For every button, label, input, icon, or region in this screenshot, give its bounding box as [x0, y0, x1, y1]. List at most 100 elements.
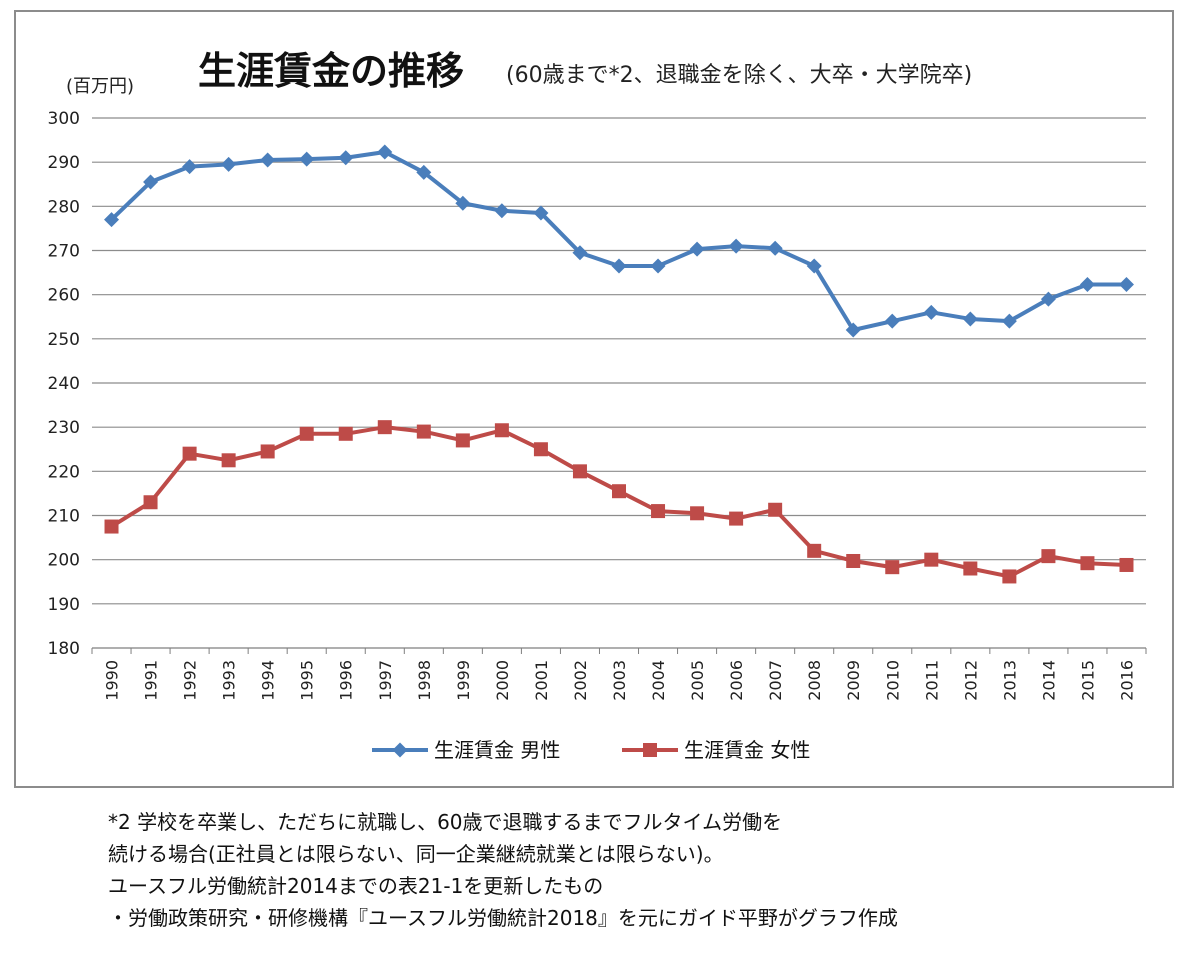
y-tick-label: 230 — [48, 418, 80, 438]
data-point — [1041, 549, 1056, 564]
data-point — [182, 159, 198, 175]
x-tick-label: 2006 — [727, 660, 746, 701]
data-point — [143, 495, 158, 510]
y-tick-label: 300 — [48, 109, 80, 129]
x-tick-label: 2015 — [1078, 660, 1097, 701]
y-tick-label: 210 — [48, 507, 80, 527]
data-point — [182, 446, 197, 461]
x-tick-label: 2011 — [922, 660, 941, 701]
data-point — [689, 241, 705, 257]
data-point — [1002, 569, 1017, 584]
data-point — [221, 453, 236, 468]
x-tick-label: 2002 — [571, 660, 590, 701]
data-point — [572, 464, 587, 479]
x-tick-label: 2007 — [766, 660, 785, 701]
data-point — [1040, 291, 1056, 307]
data-point — [455, 195, 471, 211]
footnote-line: 続ける場合(正社員とは限らない、同一企業継続就業とは限らない)。 — [108, 842, 724, 866]
y-tick-label: 260 — [48, 286, 80, 306]
data-point — [923, 304, 939, 320]
footnotes: *2 学校を卒業し、ただちに就職し、60歳で退職するまでフルタイム労働を 続ける… — [108, 806, 1178, 934]
x-tick-label: 2001 — [532, 660, 551, 701]
data-point — [221, 156, 237, 172]
x-tick-label: 2003 — [610, 660, 629, 701]
data-point — [806, 258, 822, 274]
data-point — [338, 150, 354, 166]
data-point — [533, 205, 549, 221]
data-point — [728, 238, 744, 254]
chart-frame: 生涯賃金の推移 (60歳まで*2、退職金を除く、大卒・大学院卒) (百万円) 1… — [14, 10, 1174, 788]
data-point — [494, 203, 510, 219]
y-tick-label: 270 — [48, 242, 80, 262]
x-tick-label: 2000 — [493, 660, 512, 701]
data-point — [572, 245, 588, 261]
data-point — [299, 151, 315, 167]
legend-label: 生涯賃金 男性 — [434, 738, 560, 762]
x-tick-label: 1991 — [142, 660, 161, 701]
data-point — [885, 560, 900, 575]
data-point — [1119, 557, 1134, 572]
y-tick-label: 240 — [48, 374, 80, 394]
y-tick-label: 220 — [48, 462, 80, 482]
chart-title: 生涯賃金の推移 — [198, 49, 464, 93]
series-male — [104, 144, 1134, 338]
x-tick-label: 1992 — [181, 660, 200, 701]
x-tick-label: 1995 — [298, 660, 317, 701]
line-chart: 生涯賃金の推移 (60歳まで*2、退職金を除く、大卒・大学院卒) (百万円) 1… — [48, 49, 1147, 762]
data-point — [416, 424, 431, 439]
data-point — [143, 174, 159, 190]
y-tick-label: 250 — [48, 330, 80, 350]
x-tick-label: 2012 — [961, 660, 980, 701]
data-point — [963, 561, 978, 576]
data-point — [768, 502, 783, 517]
x-tick-label: 2008 — [805, 660, 824, 701]
x-tick-label: 1996 — [337, 660, 356, 701]
data-point — [1080, 556, 1095, 571]
data-point — [611, 258, 627, 274]
data-point — [416, 164, 432, 180]
data-point — [1079, 277, 1095, 293]
legend-marker — [392, 742, 408, 758]
data-point — [924, 552, 939, 567]
legend-marker — [643, 743, 657, 757]
data-point — [690, 506, 705, 521]
footnote-line: ・労働政策研究・研修機構『ユースフル労働統計2018』を元にガイド平野がグラフ作… — [108, 906, 898, 930]
y-tick-label: 200 — [48, 551, 80, 571]
legend-label: 生涯賃金 女性 — [684, 738, 810, 762]
x-tick-label: 1993 — [220, 660, 239, 701]
data-point — [962, 311, 978, 327]
data-point — [767, 240, 783, 256]
series-layer — [104, 144, 1134, 584]
series-female — [104, 420, 1134, 584]
series-line — [110, 150, 1127, 332]
data-point — [260, 152, 276, 168]
chart-subtitle: (60歳まで*2、退職金を除く、大卒・大学院卒) — [506, 63, 972, 88]
data-point — [1001, 313, 1017, 329]
x-tick-label: 1998 — [415, 660, 434, 701]
y-axis-ticks: 180 190 200 210 220 230 240 250 260 270 280 290 300 — [48, 109, 80, 659]
data-point — [494, 423, 509, 438]
footnote-line: *2 学校を卒業し、ただちに就職し、60歳で退職するまでフルタイム労働を — [108, 810, 783, 834]
x-tick-label: 2016 — [1117, 660, 1136, 701]
x-axis-ticks: 1990 1991 1992 1993 1994 1995 1996 1997 1998 1999… — [103, 660, 1137, 701]
y-tick-label: 180 — [48, 639, 80, 659]
y-axis-unit-label: (百万円) — [66, 76, 134, 97]
data-point — [651, 504, 666, 519]
x-tick-label: 2005 — [688, 660, 707, 701]
x-tick-label: 2010 — [883, 660, 902, 701]
data-point — [533, 442, 548, 457]
data-point — [338, 426, 353, 441]
x-tick-label: 1999 — [454, 660, 473, 701]
data-point — [260, 444, 275, 459]
data-point — [1118, 277, 1134, 293]
x-tick-label: 1990 — [103, 660, 122, 701]
data-point — [612, 484, 626, 499]
data-point — [846, 553, 861, 568]
y-tick-label: 280 — [48, 197, 80, 217]
x-tick-label: 2013 — [1000, 660, 1019, 701]
data-point — [650, 258, 666, 274]
data-point — [455, 433, 470, 448]
legend: 生涯賃金 男性 生涯賃金 女性 — [372, 738, 810, 762]
x-tick-label: 2014 — [1039, 660, 1058, 701]
footnote-line: ユースフル労働統計2014までの表21-1を更新したもの — [108, 874, 604, 898]
